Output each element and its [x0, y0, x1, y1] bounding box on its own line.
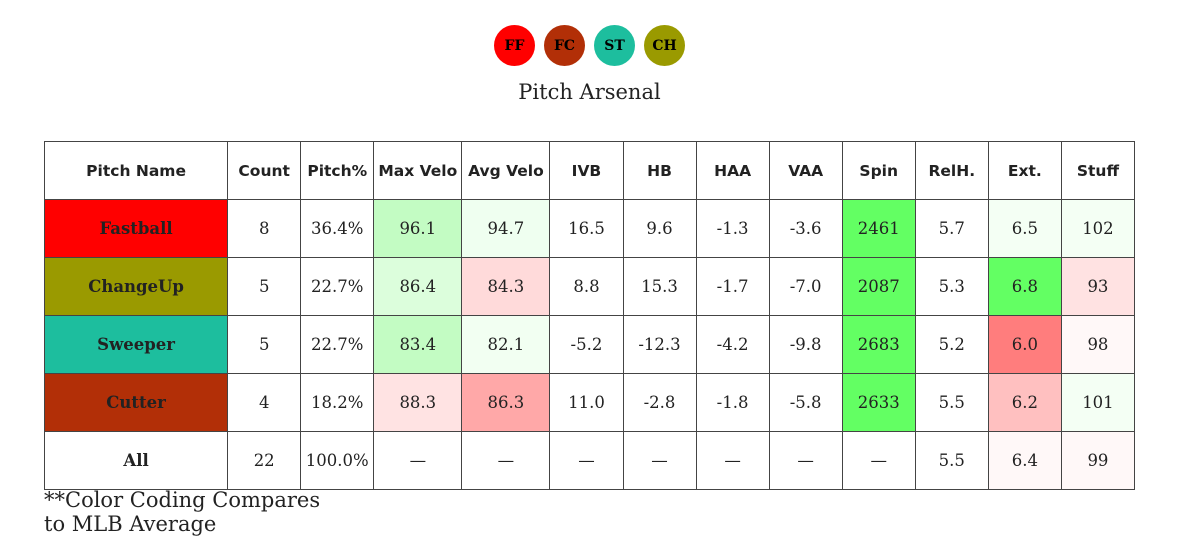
chart-title: Pitch Arsenal	[518, 80, 661, 104]
data-cell: —	[549, 431, 624, 490]
table-row: Sweeper 5 22.7% 83.4 82.1 -5.2 -12.3 -4.2 -9.8 26…	[43, 315, 1136, 374]
data-cell: 8.8	[549, 257, 624, 316]
data-cell: 22.7%	[300, 257, 375, 316]
data-cell: —	[622, 431, 697, 490]
data-cell: 5.2	[914, 315, 989, 374]
column-header: IVB	[549, 141, 624, 200]
data-cell: 101	[1060, 373, 1136, 432]
data-cell: 6.4	[987, 431, 1062, 490]
pitch-name-cell: All	[43, 431, 229, 490]
data-cell: 6.0	[987, 315, 1062, 374]
column-header: Pitch%	[300, 141, 375, 200]
data-cell: 5.3	[914, 257, 989, 316]
data-cell: -12.3	[622, 315, 697, 374]
table-row: Cutter 4 18.2% 88.3 86.3 11.0 -2.8 -1.8 -5.8 2633…	[43, 373, 1136, 432]
data-cell: —	[768, 431, 843, 490]
data-cell: -1.3	[695, 199, 770, 258]
column-header: Max Velo	[373, 141, 463, 200]
legend-dot-ff: FF	[494, 25, 535, 66]
data-cell: 22	[227, 431, 302, 490]
column-header: Stuff	[1060, 141, 1136, 200]
data-cell: 86.4	[373, 257, 463, 316]
data-cell: 5.7	[914, 199, 989, 258]
footnote: **Color Coding Compares to MLB Average	[44, 488, 320, 536]
footnote-line-1: **Color Coding Compares	[44, 488, 321, 512]
data-cell: -9.8	[768, 315, 843, 374]
data-cell: 83.4	[373, 315, 463, 374]
table-row: ChangeUp 5 22.7% 86.4 84.3 8.8 15.3 -1.7 -7.0 208…	[43, 257, 1136, 316]
data-cell: -3.6	[768, 199, 843, 258]
data-cell: 8	[227, 199, 302, 258]
data-cell: 2683	[841, 315, 916, 374]
legend-dot-fc: FC	[544, 25, 585, 66]
pitch-name-cell: Sweeper	[43, 315, 229, 374]
pitch-name-cell: Fastball	[43, 199, 229, 258]
column-header: RelH.	[914, 141, 989, 200]
data-cell: 82.1	[461, 315, 551, 374]
column-header: Spin	[841, 141, 916, 200]
data-cell: 5	[227, 257, 302, 316]
data-cell: 9.6	[622, 199, 697, 258]
table-row: All 22 100.0% — — — — — — —5.5 6.4 99	[43, 431, 1136, 490]
column-header: Pitch Name	[43, 141, 229, 200]
data-cell: 98	[1060, 315, 1136, 374]
legend-dot-ch: CH	[644, 25, 685, 66]
data-cell: 88.3	[373, 373, 463, 432]
legend-dot-st: ST	[594, 25, 635, 66]
data-cell: -1.7	[695, 257, 770, 316]
data-cell: 93	[1060, 257, 1136, 316]
data-cell: 94.7	[461, 199, 551, 258]
column-header: Count	[227, 141, 302, 200]
data-cell: 2633	[841, 373, 916, 432]
data-cell: 4	[227, 373, 302, 432]
pitch-name-cell: Cutter	[43, 373, 229, 432]
column-header: HB	[622, 141, 697, 200]
column-header: Ext.	[987, 141, 1062, 200]
data-cell: 18.2%	[300, 373, 375, 432]
data-cell: 5.5	[914, 431, 989, 490]
data-cell: 36.4%	[300, 199, 375, 258]
footnote-line-2: to MLB Average	[44, 512, 217, 536]
data-cell: 86.3	[461, 373, 551, 432]
pitch-arsenal-table: Pitch Name Count Pitch% Max Velo Avg Velo IVB…	[43, 141, 1136, 490]
column-header: Avg Velo	[461, 141, 551, 200]
data-cell: 6.5	[987, 199, 1062, 258]
pitch-legend: FF FC ST CH	[0, 25, 1179, 66]
data-cell: -1.8	[695, 373, 770, 432]
data-cell: —	[841, 431, 916, 490]
data-cell: 96.1	[373, 199, 463, 258]
pitch-name-cell: ChangeUp	[43, 257, 229, 316]
data-cell: 100.0%	[300, 431, 375, 490]
data-cell: 99	[1060, 431, 1136, 490]
column-header: VAA	[768, 141, 843, 200]
data-cell: 16.5	[549, 199, 624, 258]
data-cell: 5.5	[914, 373, 989, 432]
data-cell: 84.3	[461, 257, 551, 316]
data-cell: —	[695, 431, 770, 490]
table-row: Fastball 8 36.4% 96.1 94.7 16.5 9.6 -1.3 -3.6 246…	[43, 199, 1136, 258]
data-cell: -2.8	[622, 373, 697, 432]
table-header-row: Pitch Name Count Pitch% Max Velo Avg Velo IVB…	[43, 141, 1136, 200]
data-cell: 15.3	[622, 257, 697, 316]
data-cell: -4.2	[695, 315, 770, 374]
data-cell: —	[461, 431, 551, 490]
table-body: Fastball 8 36.4% 96.1 94.7 16.5 9.6 -1.3 -3.6 246…	[43, 199, 1136, 490]
data-cell: -5.8	[768, 373, 843, 432]
data-cell: 11.0	[549, 373, 624, 432]
data-cell: -5.2	[549, 315, 624, 374]
data-cell: —	[373, 431, 463, 490]
data-cell: -7.0	[768, 257, 843, 316]
data-cell: 6.2	[987, 373, 1062, 432]
data-cell: 22.7%	[300, 315, 375, 374]
data-cell: 102	[1060, 199, 1136, 258]
column-header: HAA	[695, 141, 770, 200]
data-cell: 5	[227, 315, 302, 374]
data-cell: 2087	[841, 257, 916, 316]
data-cell: 2461	[841, 199, 916, 258]
data-cell: 6.8	[987, 257, 1062, 316]
